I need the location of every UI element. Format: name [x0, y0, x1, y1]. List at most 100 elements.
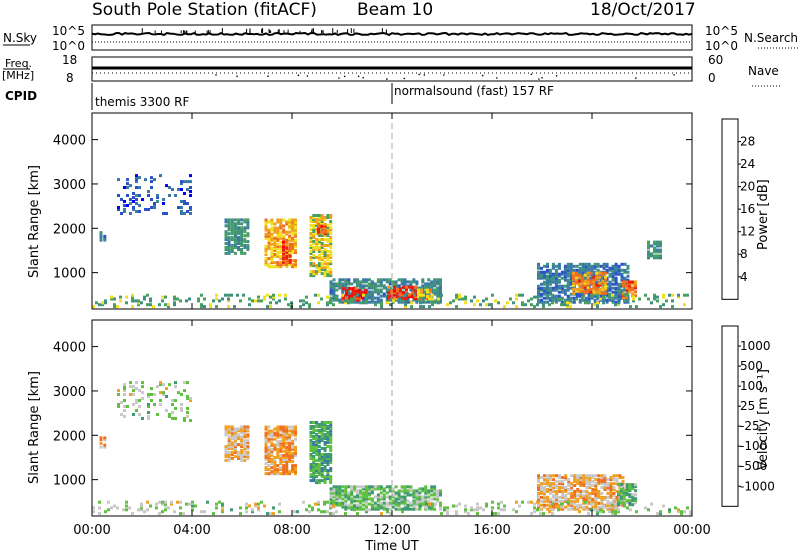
- range-gate-cell: [427, 286, 431, 290]
- range-gate-cell: [326, 457, 330, 460]
- range-gate-cell: [350, 497, 354, 501]
- range-gate-cell: [439, 284, 442, 288]
- range-gate-cell: [406, 507, 410, 511]
- range-gate-cell: [430, 284, 434, 288]
- range-gate-cell: [285, 445, 289, 449]
- range-gate-cell: [320, 230, 324, 234]
- range-gate-cell: [312, 467, 316, 471]
- range-gate-cell: [171, 417, 174, 420]
- range-gate-cell: [548, 276, 552, 280]
- range-gate-cell: [260, 500, 263, 504]
- nsky-label: N.Sky: [3, 31, 37, 45]
- range-gate-cell: [291, 425, 295, 429]
- range-gate-cell: [590, 274, 594, 278]
- range-gate-cell: [288, 472, 292, 476]
- range-gate-cell: [285, 238, 289, 242]
- range-gate-cell: [555, 480, 559, 484]
- range-gate-cell: [243, 238, 247, 242]
- range-gate-cell: [617, 499, 620, 503]
- range-gate-cell: [609, 507, 613, 511]
- range-gate-cell: [590, 268, 594, 272]
- nsky-tick-low: 10^0: [52, 39, 85, 53]
- range-gate-cell: [359, 282, 363, 286]
- range-gate-cell: [593, 508, 596, 512]
- range-gate-cell: [326, 473, 330, 477]
- range-gate-cell: [604, 275, 608, 279]
- range-gate-cell: [473, 303, 476, 307]
- range-gate-cell: [273, 464, 277, 468]
- range-gate-cell: [592, 283, 596, 287]
- range-gate-cell: [159, 383, 162, 387]
- range-gate-cell: [224, 445, 228, 449]
- range-gate-cell: [288, 433, 292, 437]
- range-gate-cell: [572, 277, 575, 281]
- range-gate-cell: [317, 232, 320, 236]
- range-gate-cell: [579, 478, 583, 482]
- range-gate-cell: [653, 293, 656, 297]
- range-gate-cell: [131, 512, 134, 516]
- range-gate-cell: [373, 503, 377, 507]
- range-gate-cell: [594, 489, 598, 493]
- range-gate-cell: [623, 268, 627, 272]
- range-gate-cell: [582, 493, 586, 497]
- range-gate-cell: [549, 474, 553, 478]
- range-gate-cell: [403, 278, 407, 282]
- range-gate-cell: [659, 248, 662, 252]
- freq-label: Freq.: [5, 57, 32, 70]
- range-gate-cell: [446, 506, 449, 510]
- range-gate-cell: [347, 301, 350, 305]
- range-gate-cell: [279, 441, 283, 445]
- range-gate-cell: [554, 276, 558, 280]
- range-gate-cell: [279, 425, 283, 429]
- range-gate-cell: [427, 282, 431, 286]
- range-gate-cell: [332, 278, 336, 282]
- range-gate-cell: [317, 481, 321, 485]
- range-gate-cell: [608, 272, 612, 276]
- range-gate-cell: [400, 497, 404, 501]
- range-gate-cell: [628, 286, 631, 290]
- range-gate-cell: [239, 299, 242, 303]
- range-gate-cell: [279, 263, 283, 267]
- range-gate-cell: [570, 474, 574, 478]
- range-gate-cell: [606, 503, 610, 507]
- range-gate-cell: [494, 299, 497, 303]
- range-gate-cell: [227, 439, 231, 443]
- range-gate-cell: [189, 174, 192, 178]
- range-gate-cell: [614, 262, 618, 266]
- range-gate-cell: [266, 293, 269, 297]
- range-gate-cell: [320, 425, 324, 428]
- range-gate-cell: [388, 485, 392, 489]
- range-gate-cell: [543, 286, 546, 290]
- range-gate-cell: [415, 493, 419, 497]
- range-gate-cell: [312, 427, 316, 430]
- range-gate-cell: [329, 214, 333, 217]
- range-gate-cell: [614, 272, 618, 276]
- range-gate-cell: [608, 282, 612, 286]
- range-gate-cell: [282, 240, 285, 244]
- range-gate-cell: [596, 508, 599, 512]
- range-gate-cell: [230, 246, 234, 249]
- range-gate-cell: [609, 505, 613, 509]
- range-gate-cell: [294, 451, 297, 455]
- range-gate-cell: [549, 497, 553, 501]
- range-gate-cell: [354, 290, 358, 294]
- range-gate-cell: [312, 425, 316, 428]
- range-gate-cell: [126, 182, 129, 186]
- range-gate-cell: [132, 200, 135, 203]
- range-gate-cell: [191, 504, 194, 508]
- range-gate-cell: [382, 278, 386, 282]
- range-gate-cell: [177, 391, 180, 395]
- range-gate-cell: [323, 427, 327, 430]
- range-gate-cell: [312, 465, 316, 469]
- range-gate-cell: [543, 495, 546, 499]
- range-gate-cell: [595, 291, 599, 295]
- range-gate-cell: [227, 437, 231, 441]
- range-gate-cell: [671, 293, 674, 297]
- range-gate-cell: [395, 502, 398, 506]
- range-gate-cell: [246, 220, 250, 224]
- range-gate-cell: [332, 485, 336, 489]
- range-gate-cell: [329, 455, 333, 458]
- x-tick-label: 16:00: [473, 523, 510, 538]
- range-gate-cell: [424, 286, 428, 290]
- range-gate-cell: [589, 287, 593, 291]
